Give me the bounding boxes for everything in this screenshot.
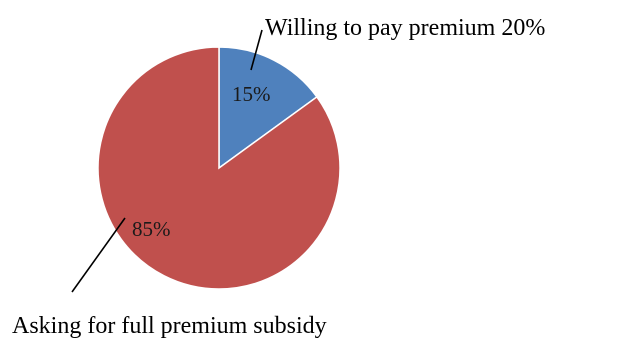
leader-line-willing <box>250 29 263 71</box>
pie-slice-willing <box>218 46 318 170</box>
pie-slice-subsidy <box>97 46 341 290</box>
slice-pct-willing: 15% <box>232 82 271 106</box>
category-label-subsidy: Asking for full premium subsidy <box>12 313 327 339</box>
slice-pct-subsidy: 85% <box>132 217 171 241</box>
category-label-willing: Willing to pay premium 20% <box>265 15 545 41</box>
pie-slices <box>97 46 341 290</box>
leader-line-subsidy <box>71 217 126 293</box>
